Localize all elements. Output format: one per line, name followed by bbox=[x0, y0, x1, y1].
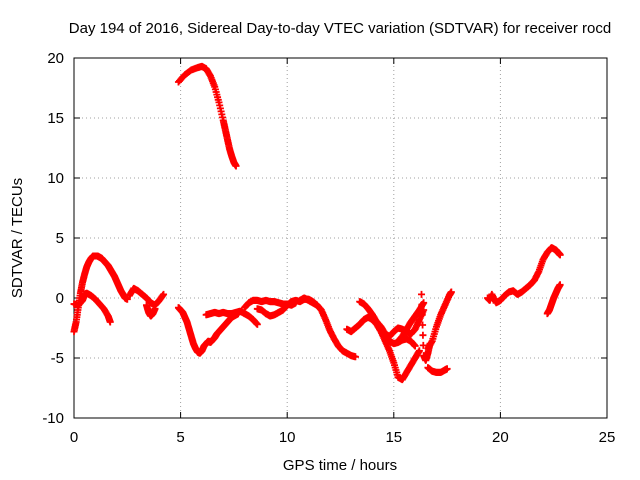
series-arc-18 bbox=[484, 244, 564, 307]
data-point bbox=[419, 341, 427, 349]
x-tick-label: 15 bbox=[385, 429, 402, 446]
y-tick-label: 20 bbox=[47, 50, 64, 67]
series-arc-7 bbox=[202, 307, 261, 328]
chart-title: Day 194 of 2016, Sidereal Day-to-day VTE… bbox=[69, 20, 611, 37]
data-point bbox=[313, 301, 321, 309]
data-points bbox=[70, 62, 564, 384]
series-arc-5 bbox=[174, 62, 240, 170]
series-arc-1 bbox=[70, 252, 131, 336]
series-arc-2 bbox=[70, 289, 114, 326]
data-point bbox=[415, 347, 423, 355]
data-point bbox=[151, 305, 159, 313]
data-point bbox=[556, 281, 564, 289]
y-tick-labels: -10 -5 0 5 10 15 20 bbox=[42, 50, 64, 427]
y-tick-label: 15 bbox=[47, 110, 64, 127]
data-point bbox=[160, 290, 168, 298]
series-arc-17 bbox=[418, 290, 434, 364]
axis-ticks bbox=[73, 57, 608, 419]
series-arc-4 bbox=[142, 301, 159, 320]
data-point bbox=[556, 251, 564, 259]
data-point bbox=[419, 321, 427, 329]
x-tick-label: 10 bbox=[279, 429, 296, 446]
data-point bbox=[232, 162, 240, 170]
series-arc-10 bbox=[296, 294, 321, 309]
x-axis-label: GPS time / hours bbox=[283, 457, 397, 474]
series-arc-9 bbox=[253, 295, 359, 361]
series-arc-16 bbox=[424, 364, 451, 376]
data-point bbox=[418, 311, 426, 319]
x-tick-label: 25 bbox=[599, 429, 616, 446]
y-tick-label: 0 bbox=[56, 290, 64, 307]
plot-frame bbox=[73, 57, 608, 419]
data-point bbox=[106, 318, 114, 326]
data-point bbox=[443, 365, 451, 373]
data-point bbox=[351, 353, 359, 361]
series-arc-14 bbox=[394, 299, 428, 345]
grid-lines bbox=[74, 58, 607, 418]
x-tick-label: 5 bbox=[176, 429, 184, 446]
data-point bbox=[411, 342, 419, 350]
y-axis-label: SDTVAR / TECUs bbox=[9, 178, 26, 298]
data-point bbox=[447, 288, 455, 296]
y-tick-label: 5 bbox=[56, 230, 64, 247]
y-tick-label: -5 bbox=[51, 350, 64, 367]
x-tick-labels: 0 5 10 15 20 25 bbox=[70, 429, 616, 446]
data-point bbox=[418, 301, 426, 309]
series-arc-19 bbox=[543, 281, 564, 318]
x-tick-label: 0 bbox=[70, 429, 78, 446]
data-point bbox=[253, 320, 261, 328]
y-tick-label: -10 bbox=[42, 410, 64, 427]
data-point bbox=[418, 290, 426, 298]
x-tick-label: 20 bbox=[492, 429, 509, 446]
data-point bbox=[419, 331, 427, 339]
series-arc-20 bbox=[552, 246, 564, 259]
y-tick-label: 10 bbox=[47, 170, 64, 187]
data-point bbox=[426, 340, 434, 348]
data-point bbox=[123, 295, 131, 303]
